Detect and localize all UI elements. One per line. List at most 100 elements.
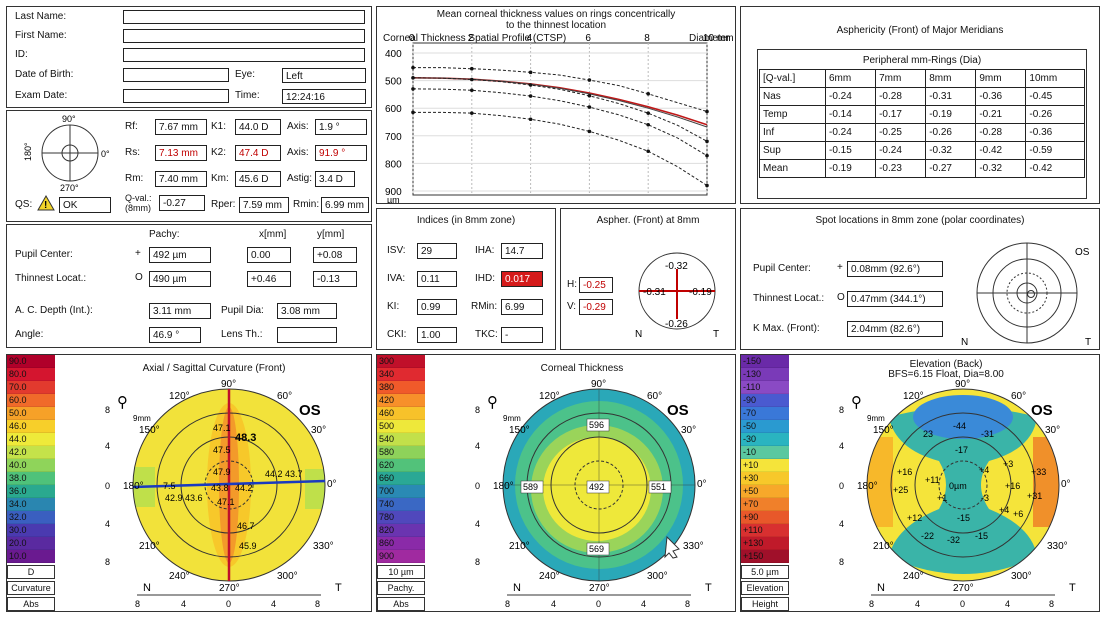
ctsp-series-line [413,67,708,112]
scale-step: -50 [741,420,789,433]
q-value-cell: -0.19 [824,159,877,178]
pupil-x-value: 0.00 [247,247,291,263]
x-col-header: x[mm] [259,229,287,240]
elevation-xtick-1: 8 [869,599,874,609]
scale-step: 660 [377,472,425,485]
rper-value: 7.59 mm [239,197,289,213]
thinnest-symbol: O [135,272,143,283]
ctsp-data-point [470,66,474,71]
thickness-ang-120: 120° [539,391,560,402]
qval-value: -0.27 [159,195,205,211]
ihd-value: 0.017 [501,271,543,287]
q-value-cell: -0.32 [975,159,1027,178]
ctsp-data-point [470,88,474,93]
cki-label: CKI: [387,329,407,340]
thickness-scale-foot2: Abs [377,597,425,611]
pupil-dia-value: 3.08 mm [277,303,337,319]
axial-xtick-3: 0 [226,599,231,609]
rmin-label: Rmin: [293,199,320,210]
asphericity-header-cell: 8mm [925,69,977,88]
q-value-cell: -0.19 [925,105,977,124]
id-field[interactable] [123,48,365,62]
dial-angle-90: 90° [62,114,76,124]
ki-label: KI: [387,301,400,312]
eye-field[interactable]: Left [282,68,366,83]
elevation-scale-foot1: Elevation [741,581,789,595]
scale-step: 740 [377,498,425,511]
axial-ytick-1: 8 [105,405,110,415]
meridian-dial-icon: 90° 180° 0° 270° [23,114,110,193]
asphericity-subheader: Peripheral mm-Rings (Dia) [862,55,982,66]
last-name-field[interactable] [123,10,365,24]
asphericity-header-cell: 6mm [824,69,877,88]
axial-zoom-icon: ⚲ [117,394,128,411]
pachy-panel: Pachy: x[mm] y[mm] Pupil Center: + 492 µ… [6,224,372,348]
time-label: Time: [235,90,260,101]
elevation-os: OS [1031,402,1053,419]
elev-val-10: +25 [893,485,908,495]
thickness-title: Corneal Thickness [540,363,624,374]
scale-step: +10 [741,459,789,472]
dob-field[interactable] [123,68,229,82]
first-name-field[interactable] [123,29,365,43]
aspher8-title: Aspher. (Front) at 8mm [596,215,700,226]
iva-value: 0.11 [417,271,457,287]
axial-val-2: 48.3 [235,432,256,444]
elev-val-15: -3 [981,493,989,503]
ctsp-data-point [646,122,650,127]
scale-step: 580 [377,446,425,459]
ctsp-data-point [646,111,650,115]
elev-val-17: +6 [1013,509,1023,519]
exam-date-label: Exam Date: [15,90,68,101]
ctsp-data-point [705,153,709,158]
elevation-ang-240: 240° [903,571,924,582]
elev-val-19: -15 [957,513,970,523]
pupil-y-value: +0.08 [313,247,357,263]
ki-value: 0.99 [417,299,457,315]
acd-label: A. C. Depth (Int.): [15,305,93,316]
elev-val-7: +4 [979,465,989,475]
aspher8-bottom: -0.26 [665,319,688,330]
elevation-ang-120: 120° [903,391,924,402]
thickness-xtick-5: 8 [685,599,690,609]
table-row: Inf -0.24 -0.25 -0.26 -0.28 -0.36 [759,123,1085,142]
cki-value: 1.00 [417,327,457,343]
scale-step: 90.0 [7,355,55,368]
q-value-cell: -0.26 [925,123,977,142]
axial-color-scale: 90.0 80.0 70.0 60.0 50.0 46.0 44.0 42.0 40.0 38.0… [7,355,55,563]
scale-step: +50 [741,485,789,498]
axial-xtick-2: 4 [181,599,186,609]
cursor-pointer-icon [664,535,680,559]
axial-val-11: 44.2 [235,483,253,493]
rper-label: Rper: [211,199,236,210]
ctsp-data-point [528,70,533,75]
thickness-scale-foot1: Pachy. [377,581,425,595]
axial-ang-90: 90° [221,379,236,390]
q-value-cell: -0.21 [975,105,1027,124]
ctsp-diameter-label: Diameter [689,33,730,44]
axial-ytick-4: 4 [105,519,110,529]
elevation-ang-300: 300° [1011,571,1032,582]
elevation-xtick-5: 8 [1049,599,1054,609]
q-value-cell: -0.24 [824,87,877,106]
elevation-scale-foot2: Height [741,597,789,611]
thickness-n: N [513,582,521,594]
km-label: Km: [211,173,229,184]
scale-step: 10.0 [7,550,55,563]
ctsp-y-tick: 900 [385,187,402,198]
scale-step: 420 [377,394,425,407]
axial-ytick-2: 4 [105,441,110,451]
time-field[interactable]: 12:24:16 [282,89,366,104]
q-value-cell: -0.24 [875,141,927,160]
km-value: 45.6 D [235,171,281,187]
aspher8-right: -0.19 [689,287,712,298]
axial-ang-150: 150° [139,425,160,436]
elevation-ang-180: 180° [857,481,878,492]
exam-date-field[interactable] [123,89,229,103]
elevation-map-panel: -150 -130 -110 -90 -70 -50 -30 -10 +10 +30 +50 +70 +… [740,354,1100,612]
axial-os: OS [299,402,321,419]
ctsp-data-point [411,87,415,91]
ctsp-panel: Mean corneal thickness values on rings c… [376,6,736,204]
keratometry-panel: 90° 180° 0° 270° Rf: 7.67 mm K1: 44.0 D … [6,110,372,222]
